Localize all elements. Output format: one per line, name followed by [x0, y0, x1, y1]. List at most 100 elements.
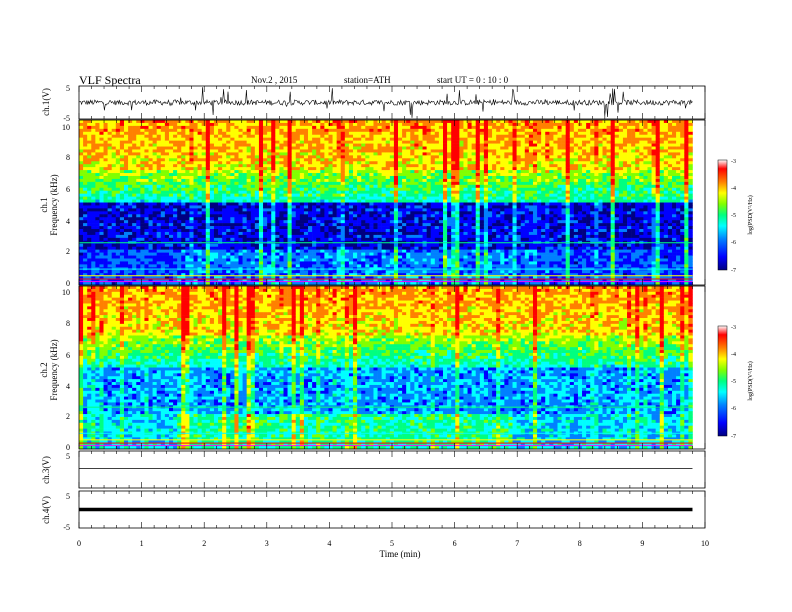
spectrogram-cell	[115, 211, 121, 215]
spectrogram-cell	[209, 199, 215, 203]
spectrogram-cell	[393, 175, 399, 180]
spectrogram-cell	[156, 282, 162, 286]
spectrogram-cell	[422, 146, 427, 150]
spectrogram-cell	[263, 255, 268, 259]
spectrogram-cell	[144, 181, 149, 186]
spectrogram-cell	[87, 270, 92, 274]
spectrogram-cell	[156, 167, 162, 171]
spectrogram-cell	[258, 279, 264, 283]
spectrogram-cell	[213, 193, 219, 197]
spectrogram-cell	[340, 149, 346, 153]
spectrogram-cell	[132, 229, 137, 233]
spectrogram-cell	[295, 193, 301, 197]
spectrogram-cell	[389, 184, 395, 189]
spectrogram-cell	[316, 120, 321, 124]
spectrogram-cell	[140, 273, 145, 277]
spectrogram-cell	[365, 202, 370, 206]
spectrogram-cell	[193, 187, 198, 192]
spectrogram-cell	[238, 181, 243, 186]
spectrogram-cell	[361, 143, 366, 147]
spectrogram-cell	[365, 134, 370, 138]
spectrogram-cell	[344, 122, 350, 127]
spectrogram-cell	[148, 143, 153, 147]
spectrogram-cell	[295, 208, 301, 212]
spectrogram-cell	[83, 149, 88, 153]
spectrogram-cell	[275, 255, 280, 259]
spectrogram-cell	[385, 184, 391, 189]
spectrogram-cell	[299, 226, 305, 230]
spectrogram-cell	[393, 155, 399, 159]
spectrogram-cell	[324, 167, 329, 171]
spectrogram-cell	[209, 273, 215, 277]
spectrogram-cell	[381, 190, 387, 194]
spectrogram-cell	[181, 270, 186, 274]
spectrogram-cell	[218, 270, 223, 274]
spectrogram-cell	[263, 261, 268, 265]
spectrogram-cell	[177, 202, 182, 206]
spectrogram-cell	[263, 276, 268, 280]
spectrogram-cell	[299, 243, 305, 247]
spectrogram-cell	[332, 131, 337, 136]
spectrogram-cell	[340, 252, 346, 256]
spectrogram-cell	[393, 190, 399, 194]
spectrogram-cell	[353, 152, 358, 156]
spectrogram-cell	[152, 234, 158, 239]
spectrogram-cell	[111, 178, 117, 183]
spectrogram-cell	[361, 237, 366, 242]
spectrogram-cell	[177, 184, 182, 189]
spectrogram-cell	[234, 120, 239, 124]
spectrogram-cell	[156, 273, 162, 277]
spectrogram-cell	[361, 279, 366, 283]
spectrogram-cell	[238, 276, 243, 280]
spectrogram-cell	[291, 229, 297, 233]
spectrogram-cell	[128, 211, 133, 215]
spectrogram-cell	[414, 161, 419, 165]
spectrogram-cell	[353, 128, 358, 133]
spectrogram-cell	[79, 231, 84, 236]
spectrogram-cell	[348, 137, 354, 141]
spectrogram-cell	[246, 237, 252, 242]
spectrogram-cell	[136, 122, 141, 127]
spectrogram-cell	[230, 229, 235, 233]
spectrogram-cell	[361, 249, 366, 253]
spectrogram-cell	[389, 258, 395, 262]
spectrogram-cell	[156, 134, 162, 138]
spectrogram-cell	[344, 279, 350, 283]
spectrogram-cell	[181, 164, 186, 168]
ch1-trace	[78, 87, 693, 118]
spectrogram-cell	[144, 231, 149, 236]
spectrogram-cell	[361, 205, 366, 209]
spectrogram-cell	[83, 125, 88, 130]
spectrogram-cell	[87, 223, 92, 227]
spectrogram-cell	[148, 196, 153, 200]
spectrogram-cell	[332, 181, 337, 186]
spectrogram-cell	[308, 208, 313, 212]
spectrogram-cell	[83, 122, 88, 127]
spectrogram-cell	[254, 223, 260, 227]
spectrogram-cell	[128, 158, 133, 162]
spectrogram-cell	[111, 276, 117, 280]
spectrogram-cell	[414, 146, 419, 150]
spectrogram-cell	[156, 264, 162, 268]
spectrogram-cell	[430, 249, 436, 253]
spectrogram-cell	[328, 173, 333, 177]
spectrogram-cell	[160, 158, 166, 162]
spectrogram-cell	[193, 252, 198, 256]
spectrogram-cell	[312, 276, 317, 280]
spectrogram-cell	[279, 270, 284, 274]
spectrogram-cell	[316, 125, 321, 130]
spectrogram-cell	[254, 173, 260, 177]
spectrogram-cell	[295, 282, 301, 286]
spectrogram-cell	[271, 279, 276, 283]
spectrogram-cell	[144, 196, 149, 200]
spectrogram-cell	[336, 264, 342, 268]
spectrogram-cell	[250, 252, 256, 256]
spectrogram-cell	[87, 199, 92, 203]
spectrogram-cell	[218, 255, 223, 259]
spectrogram-cell	[205, 273, 211, 277]
spectrogram-cell	[185, 223, 190, 227]
spectrogram-cell	[156, 246, 162, 250]
spectrogram-cell	[287, 217, 292, 221]
spectrogram-cell	[160, 167, 166, 171]
spectrogram-cell	[348, 152, 354, 156]
